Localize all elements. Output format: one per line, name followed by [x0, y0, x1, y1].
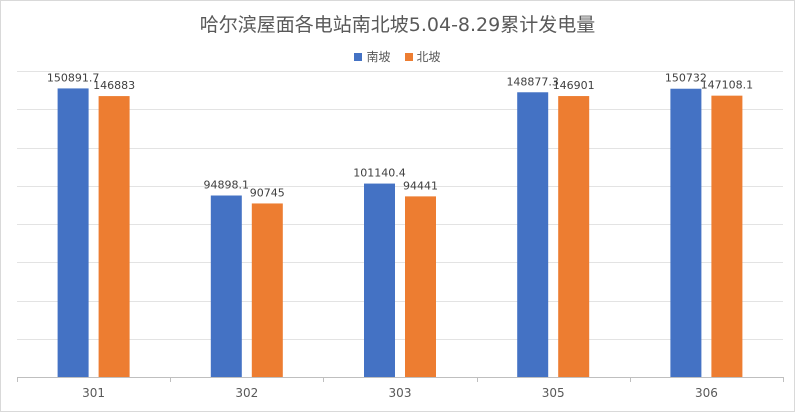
- bar-series-1-302: [210, 195, 242, 377]
- data-label-series-1-302: 94898.1: [204, 179, 250, 192]
- x-tick-label-301: 301: [82, 386, 105, 400]
- x-tick-label-302: 302: [235, 386, 258, 400]
- legend-swatch-series-2: [404, 52, 413, 61]
- bar-series-2-303: [405, 196, 436, 377]
- legend-item-series-2: 北坡: [404, 48, 441, 65]
- data-label-series-1-301: 150891.7: [47, 71, 100, 84]
- data-label-series-1-306: 150732: [665, 72, 707, 85]
- data-label-series-1-305: 148877.3: [506, 75, 559, 88]
- bar-series-2-306: [711, 95, 743, 377]
- bar-series-2-302: [251, 203, 283, 377]
- legend: 南坡 北坡: [1, 48, 794, 65]
- chart-title: 哈尔滨屋面各电站南北坡5.04-8.29累计发电量: [199, 14, 596, 36]
- data-label-series-2-301: 146883: [93, 79, 135, 92]
- bar-series-1-306: [670, 88, 702, 378]
- x-tick-label-305: 305: [542, 386, 565, 400]
- x-tick-label-303: 303: [389, 386, 412, 400]
- data-label-series-2-302: 90745: [250, 186, 285, 199]
- legend-label-series-1: 南坡: [366, 50, 391, 64]
- bar-series-2-305: [558, 96, 590, 378]
- legend-label-series-2: 北坡: [416, 50, 441, 64]
- data-label-series-1-303: 101140.4: [353, 167, 406, 180]
- x-tick-label-306: 306: [695, 386, 718, 400]
- data-label-series-2-306: 147108.1: [701, 79, 754, 92]
- bar-series-1-305: [517, 92, 549, 378]
- bar-series-2-301: [98, 96, 130, 377]
- legend-swatch-series-1: [354, 52, 363, 61]
- data-label-series-2-303: 94441: [403, 179, 438, 192]
- legend-item-series-1: 南坡: [354, 48, 391, 65]
- bar-series-1-303: [364, 183, 395, 377]
- bar-series-1-301: [57, 88, 89, 378]
- data-label-series-2-305: 146901: [553, 79, 595, 92]
